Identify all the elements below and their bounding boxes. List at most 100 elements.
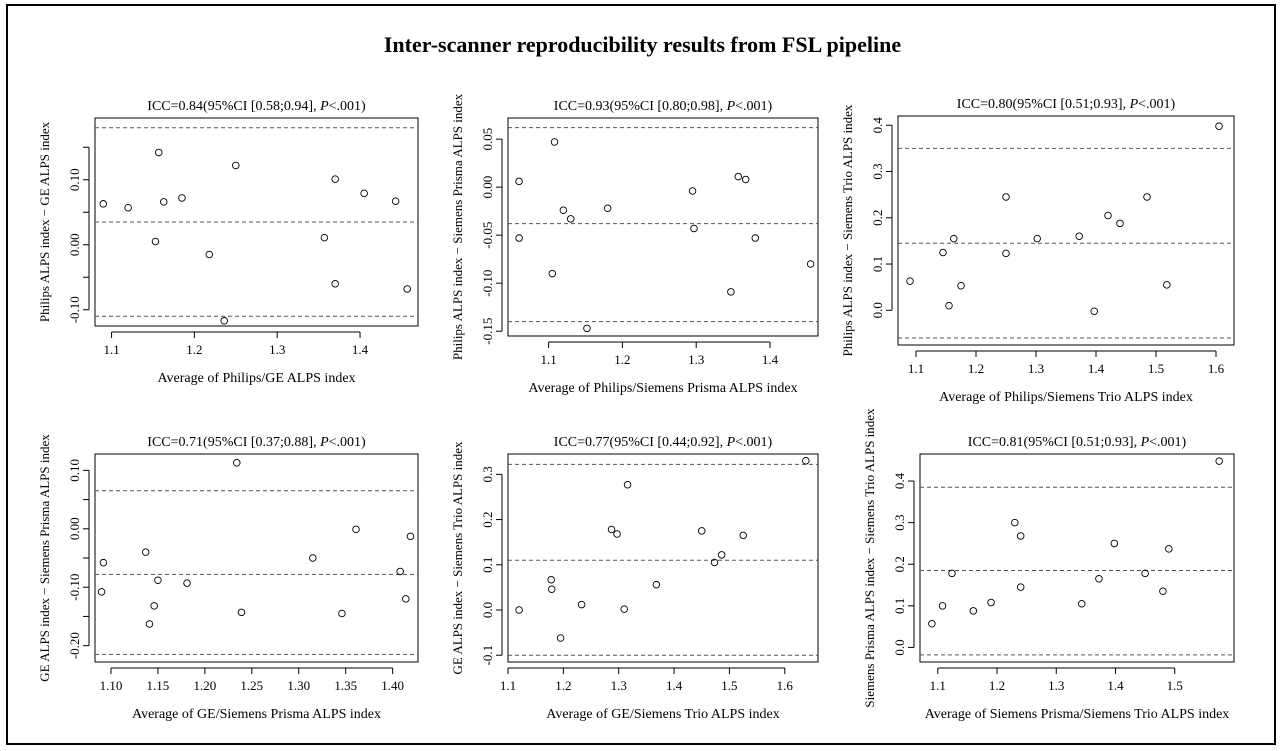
data-point bbox=[652, 580, 661, 589]
plot-frame bbox=[919, 453, 1235, 663]
y-tick-label: -0.1 bbox=[480, 645, 495, 666]
data-point bbox=[734, 172, 743, 181]
chart-title-main: ICC=0.81(95%CI [0.51;0.93], bbox=[968, 435, 1141, 450]
data-point bbox=[515, 234, 523, 242]
y-tick-label: 0.00 bbox=[67, 517, 82, 540]
y-tick-label: 0.0 bbox=[892, 639, 907, 655]
data-point bbox=[751, 234, 760, 242]
data-point bbox=[141, 548, 150, 556]
y-tick-label: 0.3 bbox=[892, 515, 907, 531]
y-tick-label: 0.1 bbox=[480, 557, 495, 573]
x-tick-label: 1.25 bbox=[240, 678, 263, 693]
data-point bbox=[969, 607, 978, 615]
data-point bbox=[688, 187, 697, 195]
data-point bbox=[577, 600, 586, 609]
y-tick-label: 0.2 bbox=[870, 210, 885, 226]
y-tick-label: 0.00 bbox=[480, 176, 495, 199]
data-point bbox=[547, 585, 556, 593]
y-tick-label: 0.4 bbox=[892, 472, 907, 489]
data-point bbox=[698, 527, 706, 535]
data-point bbox=[802, 457, 810, 465]
data-point bbox=[1163, 281, 1171, 289]
data-point bbox=[938, 602, 947, 610]
x-tick-label: 1.1 bbox=[930, 678, 946, 693]
data-point bbox=[331, 175, 339, 183]
y-tick-label: -0.10 bbox=[67, 296, 82, 323]
data-point bbox=[233, 459, 241, 467]
y-tick-label: 0.3 bbox=[480, 466, 495, 482]
chart-title: ICC=0.71(95%CI [0.37;0.88], P<.001) bbox=[147, 435, 366, 450]
chart-title: ICC=0.80(95%CI [0.51;0.93], P<.001) bbox=[957, 97, 1176, 112]
data-point bbox=[1215, 457, 1223, 465]
y-tick-label: 0.10 bbox=[67, 168, 82, 191]
data-point bbox=[620, 605, 629, 613]
y-tick-label: -0.10 bbox=[480, 270, 495, 297]
data-point bbox=[97, 588, 106, 596]
y-axis-label: GE ALPS index − Siemens Trio ALPS index bbox=[450, 441, 465, 675]
data-point bbox=[1116, 219, 1124, 228]
x-tick-label: 1.6 bbox=[1208, 361, 1225, 376]
x-tick-label: 1.10 bbox=[100, 678, 123, 693]
data-point bbox=[515, 177, 523, 186]
x-tick-label: 1.5 bbox=[1167, 678, 1183, 693]
data-point bbox=[309, 554, 317, 562]
y-tick-label: 0.1 bbox=[892, 598, 907, 614]
y-tick-label: 0.10 bbox=[67, 459, 82, 482]
x-axis-label: Average of Siemens Prisma/Siemens Trio A… bbox=[925, 707, 1230, 722]
y-tick-label: -0.05 bbox=[480, 222, 495, 249]
plot-frame bbox=[897, 115, 1235, 346]
data-point bbox=[99, 200, 108, 208]
data-point bbox=[939, 248, 947, 257]
data-point bbox=[1165, 545, 1173, 553]
data-point bbox=[403, 285, 411, 293]
x-tick-label: 1.3 bbox=[269, 342, 285, 357]
data-point bbox=[154, 576, 162, 584]
y-tick-label: -0.20 bbox=[67, 632, 82, 659]
chart-title: ICC=0.84(95%CI [0.58;0.94], P<.001) bbox=[147, 99, 366, 114]
chart-title-main: ICC=0.84(95%CI [0.58;0.94], bbox=[147, 99, 320, 114]
x-tick-label: 1.4 bbox=[1088, 361, 1105, 376]
data-point bbox=[159, 198, 168, 206]
x-tick-label: 1.1 bbox=[500, 678, 516, 693]
chart-title-main: ICC=0.93(95%CI [0.80;0.98], bbox=[554, 99, 727, 114]
x-tick-label: 1.2 bbox=[614, 352, 630, 367]
data-point bbox=[1077, 600, 1086, 608]
data-point bbox=[183, 579, 191, 587]
data-point bbox=[550, 138, 559, 146]
data-point bbox=[406, 532, 415, 541]
data-point bbox=[739, 531, 748, 540]
x-axis-label: Average of Philips/Siemens Prisma ALPS i… bbox=[528, 381, 797, 396]
x-tick-label: 1.3 bbox=[611, 678, 627, 693]
x-tick-label: 1.3 bbox=[688, 352, 704, 367]
plot-frame bbox=[507, 117, 819, 337]
chart-title-p: P bbox=[319, 435, 329, 450]
data-point bbox=[1011, 518, 1019, 527]
x-axis-label: Average of GE/Siemens Prisma ALPS index bbox=[132, 707, 381, 722]
chart-panel-4: ICC=0.71(95%CI [0.37;0.88], P<.001) 1.10 1… bbox=[37, 434, 419, 722]
data-point bbox=[391, 197, 400, 205]
x-tick-label: 1.3 bbox=[1048, 678, 1064, 693]
data-point bbox=[945, 301, 953, 310]
data-point bbox=[613, 530, 621, 538]
data-point bbox=[1141, 569, 1149, 578]
x-axis-label: Average of Philips/GE ALPS index bbox=[157, 371, 355, 386]
y-tick-label: 0.1 bbox=[870, 256, 885, 272]
data-point bbox=[338, 609, 346, 618]
data-point bbox=[957, 282, 965, 290]
data-point bbox=[151, 237, 160, 246]
x-tick-label: 1.3 bbox=[1028, 361, 1044, 376]
chart-title-p: P bbox=[1129, 97, 1139, 112]
chart-panel-1: ICC=0.84(95%CI [0.58;0.94], P<.001) 1.1 1.… bbox=[37, 99, 419, 386]
data-point bbox=[1215, 122, 1223, 130]
data-point bbox=[320, 233, 329, 242]
data-point bbox=[352, 525, 360, 534]
x-tick-label: 1.4 bbox=[1107, 678, 1124, 693]
x-tick-label: 1.1 bbox=[103, 342, 119, 357]
data-point bbox=[1002, 193, 1010, 201]
chart-title-suffix: <.001) bbox=[1149, 435, 1186, 450]
x-tick-label: 1.4 bbox=[352, 342, 369, 357]
data-point bbox=[710, 558, 719, 567]
data-point bbox=[1016, 532, 1025, 540]
